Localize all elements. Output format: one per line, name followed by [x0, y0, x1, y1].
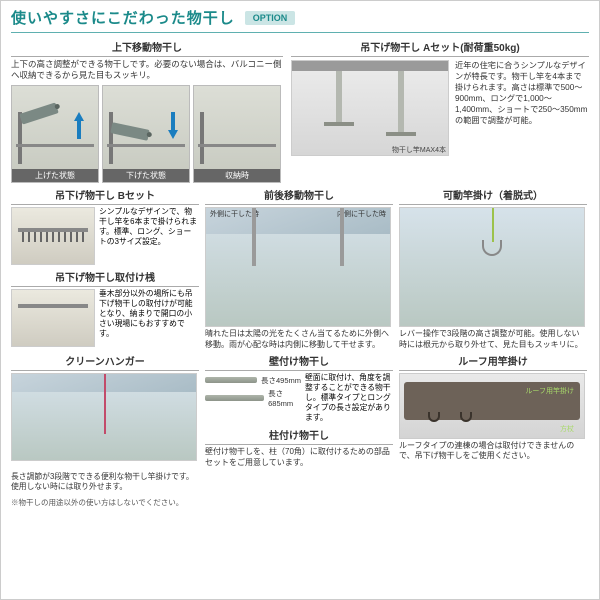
- clean-title: クリーンハンガー: [11, 353, 199, 371]
- cap-up: 上げた状態: [12, 169, 98, 182]
- arrow-down-icon: [171, 112, 175, 130]
- attach-desc: 垂木部分以外の場所にも吊下げ物干しの取付けが可能となり、納まりで開口の小さい現場…: [99, 289, 199, 347]
- fb-image: 外側に干した時 内側に干した時: [205, 207, 391, 327]
- divider: [11, 32, 589, 33]
- fb-tag-r: 内側に干した時: [337, 209, 386, 219]
- option-badge: OPTION: [245, 11, 296, 25]
- clean-image: [11, 373, 197, 461]
- roof-title: ルーフ用竿掛け: [399, 353, 587, 371]
- cap-down: 下げた状態: [103, 169, 189, 182]
- mov-image: [399, 207, 585, 327]
- wall-bar-1: [205, 377, 257, 383]
- roof-image: ルーフ用竿掛け 方杖: [399, 373, 585, 439]
- mov-desc: レバー操作で3段階の高さ調整が可能。使用しない時には根元から取り外せて、見た目も…: [399, 329, 587, 351]
- vertical-title: 上下移動物干し: [11, 39, 283, 57]
- aset-image: 物干し竿MAX4本: [291, 60, 449, 156]
- footnote: ※物干しの用途以外の使い方はしないでください。: [11, 497, 589, 508]
- bset-image: [11, 207, 95, 265]
- aset-img-cap: 物干し竿MAX4本: [392, 145, 446, 155]
- rope-icon: [492, 208, 494, 242]
- clean-desc: 長さ調節が3段階でできる便利な物干し竿掛けです。使用しない時には取り外せます。: [11, 472, 199, 493]
- panel-down: 下げた状態: [102, 85, 190, 183]
- arrow-up-icon: [74, 112, 84, 121]
- cap-stored: 収納時: [194, 169, 280, 182]
- fb-desc: 晴れた日は太陽の光をたくさん当てるために外側へ移動。雨が心配な時は内側に移動して…: [205, 329, 393, 351]
- wall-title: 壁付け物干し: [205, 353, 393, 371]
- wall-len1: 長さ495mm: [261, 375, 301, 386]
- roof-tag1: ルーフ用竿掛け: [525, 386, 574, 396]
- attach-image: [11, 289, 95, 347]
- aset-desc: 近年の住宅に合うシンプルなデザインが特長です。物干し竿を4本まで掛けられます。高…: [455, 60, 589, 156]
- panel-stored: 収納時: [193, 85, 281, 183]
- page-title: 使いやすさにこだわった物干し: [11, 7, 235, 28]
- pillar-desc: 壁付け物干しを、柱（70角）に取付けるための部品セットをご用意しています。: [205, 447, 393, 469]
- wall-bar-2: [205, 395, 264, 401]
- mov-title: 可動竿掛け（着脱式）: [399, 187, 587, 205]
- aset-title: 吊下げ物干し Aセット(耐荷重50kg): [291, 39, 589, 57]
- fb-title: 前後移動物干し: [205, 187, 393, 205]
- wall-desc: 壁面に取付け、角度を調整することができる物干し。標準タイプとロングタイプの長さ設…: [305, 373, 393, 424]
- roof-tag2: 方杖: [560, 424, 574, 434]
- roof-desc: ルーフタイプの連棟の場合は取付けできませんので、吊下げ物干しをご使用ください。: [399, 441, 587, 463]
- attach-title: 吊下げ物干し取付け桟: [11, 269, 199, 287]
- vertical-desc: 上下の高さ調整ができる物干しです。必要のない場合は、バルコニー側へ収納できるから…: [11, 59, 283, 82]
- pillar-title: 柱付け物干し: [205, 427, 393, 445]
- wall-len2: 長さ685mm: [268, 388, 301, 408]
- panel-up: 上げた状態: [11, 85, 99, 183]
- bset-desc: シンプルなデザインで、物干し竿を6本まで掛けられます。標準、ロング、ショートの3…: [99, 207, 199, 265]
- bset-title: 吊下げ物干し Bセット: [11, 187, 199, 205]
- hook-icon: [482, 240, 502, 256]
- clean-rope-icon: [104, 374, 106, 434]
